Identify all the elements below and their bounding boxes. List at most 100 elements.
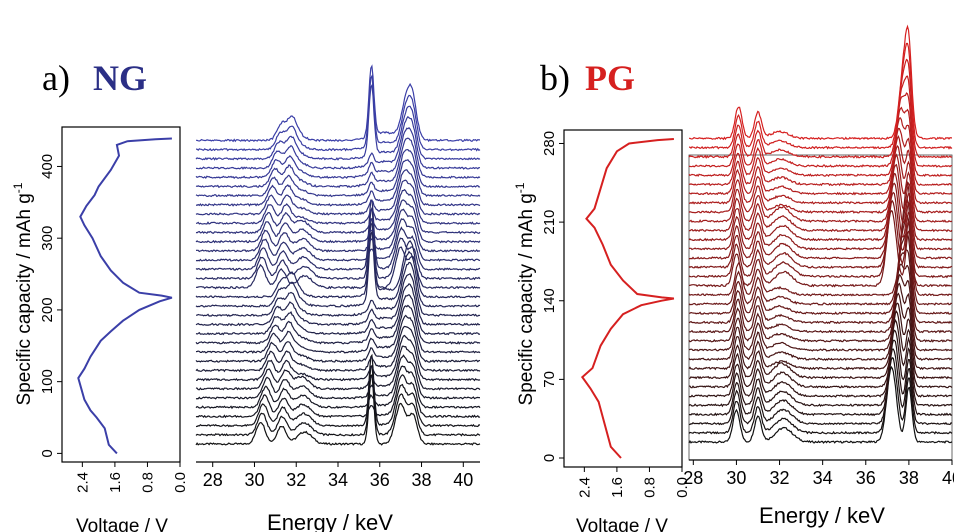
panel-a-vc-xlabel: Voltage / V (76, 516, 168, 532)
spA-spectrum-curve (196, 261, 481, 317)
vcA-ytick-label: 0 (39, 449, 56, 457)
vcB-ytick-label: 140 (541, 288, 558, 313)
panel-a-vc-frame (61, 126, 181, 463)
spA-spectrum-curve (195, 293, 481, 345)
spA-xtick-label: 34 (328, 470, 348, 490)
spA-spectrum-curve (195, 222, 481, 299)
spA-spectrum-curve (195, 126, 481, 179)
spB-xtick-label: 30 (726, 468, 746, 488)
spA-spectrum-curve (195, 208, 481, 253)
spB-spectrum-curve (688, 282, 953, 361)
spB-spectrum-curve (688, 134, 953, 215)
spB-spectrum-curve (688, 75, 953, 168)
spB-xtick-label: 40 (942, 468, 954, 488)
panel-b-vc-ylabel: Specific capacity / mAh g-1 (513, 182, 537, 405)
spA-spectrum-curve (195, 354, 481, 400)
spB-spectrum-curve (688, 199, 953, 279)
spB-spectrum-curve (688, 182, 953, 260)
vcA-ytick-label: 300 (39, 226, 56, 251)
spB-spectrum-curve (688, 172, 953, 251)
spA-xtick-label: 38 (412, 470, 432, 490)
spB-spectrum-curve (688, 292, 953, 371)
spA-spectrum-curve (195, 199, 481, 271)
vcA-ytick-label: 100 (39, 369, 56, 394)
panel-a-vc-ylabel: Specific capacity / mAh g-1 (11, 182, 35, 405)
vcB-ytick-label: 280 (541, 131, 558, 156)
spB-spectrum-curve (688, 145, 953, 224)
spA-spectrum-curve (195, 325, 481, 373)
spA-spectrum-curve (195, 304, 481, 354)
spA-spectrum-curve (195, 345, 481, 391)
spA-spectrum-curve (195, 115, 481, 170)
spB-spectrum-curve (688, 92, 953, 178)
vcB-xtick-label: 2.4 (576, 477, 593, 498)
panel-b-name: PG (585, 58, 635, 98)
spB-spectrum-curve (688, 318, 953, 398)
spA-spectrum-curve (195, 229, 481, 308)
spA-spectrum-curve (195, 159, 481, 207)
panel-b-spectra-plot: 28 30 32 34 36 38 40 Energy / keV (683, 24, 954, 528)
spB-xtick-label: 28 (683, 468, 703, 488)
spB-xtick-label: 32 (770, 468, 790, 488)
spB-spectrum-curve (688, 210, 953, 288)
panel-a-name: NG (93, 58, 147, 98)
spA-spectrum-curve (195, 188, 481, 235)
vcB-xtick-label: 1.6 (609, 477, 626, 498)
panel-b-vc-curve (580, 138, 675, 459)
spA-spectrum-curve (196, 334, 481, 382)
spA-spectrum-curve (195, 374, 481, 446)
spA-xtick-label: 30 (244, 470, 264, 490)
spA-xtick-label: 40 (453, 470, 473, 490)
spA-spectrum-curve (195, 314, 481, 363)
spA-spectrum-curve (195, 353, 481, 428)
panel-a-voltage-capacity-plot: 2.4 1.6 0.8 0.0 0 100 200 300 400 Specific capac… (11, 126, 189, 532)
panel-b-vc-frame (563, 129, 683, 468)
spA-spectrum-curve (195, 148, 481, 198)
vcA-ytick-label: 400 (39, 154, 56, 179)
spB-spectrum-curve (689, 24, 952, 141)
spB-spectrum-curve (688, 273, 953, 352)
panel-b-spectra-curves (688, 24, 953, 444)
spB-xtick-label: 38 (899, 468, 919, 488)
spA-spectrum-curve (195, 365, 481, 410)
spB-spectrum-curve (688, 357, 953, 435)
spB-spectrum-curve (688, 191, 953, 270)
panel-b-spectra-xlabel: Energy / keV (759, 503, 885, 528)
vcB-xtick-label: 0.0 (674, 477, 691, 498)
spB-spectrum-curve (688, 310, 953, 389)
spB-spectrum-curve (688, 42, 953, 150)
spA-spectrum-curve (195, 199, 481, 244)
panel-a-spectra-plot: 28 30 32 34 36 38 40 Energy / keV (195, 64, 481, 532)
spA-spectrum-curve (195, 74, 481, 152)
spA-spectrum-curve (195, 218, 481, 290)
spA-spectrum-curve (195, 364, 481, 437)
spA-xtick-label: 36 (370, 470, 390, 490)
spB-xtick-label: 34 (813, 468, 833, 488)
vcA-xtick-label: 0.0 (172, 472, 189, 493)
spB-spectrum-curve (688, 127, 953, 205)
vcA-ytick-label: 200 (39, 297, 56, 322)
panel-a-spectra-xlabel: Energy / keV (267, 510, 393, 532)
spA-spectrum-curve (195, 272, 481, 327)
spB-spectrum-curve (688, 249, 953, 334)
spB-spectrum-curve (688, 163, 953, 242)
spB-spectrum-curve (688, 117, 953, 196)
panel-b-voltage-capacity-plot: 2.4 1.6 0.8 0.0 0 70 140 210 280 Specific capaci… (513, 129, 691, 532)
spB-xtick-label: 36 (856, 468, 876, 488)
panel-b-vc-xlabel: Voltage / V (576, 516, 668, 532)
panel-a-letter: a) (42, 58, 70, 98)
vcB-ytick-label: 0 (541, 454, 558, 462)
spA-spectrum-curve (195, 169, 481, 216)
spB-spectrum-curve (688, 365, 953, 444)
spB-spectrum-curve (688, 263, 953, 343)
spA-spectrum-curve (195, 179, 481, 225)
spA-spectrum-curve (195, 206, 481, 281)
spB-spectrum-curve (688, 339, 953, 417)
panel-b-letter: b) (540, 58, 570, 98)
panel-a-spectra-curves (195, 64, 481, 446)
spB-spectrum-curve (688, 348, 953, 426)
spB-spectrum-curve (688, 329, 953, 408)
vcB-xtick-label: 0.8 (641, 477, 658, 498)
spA-spectrum-curve (196, 64, 480, 143)
